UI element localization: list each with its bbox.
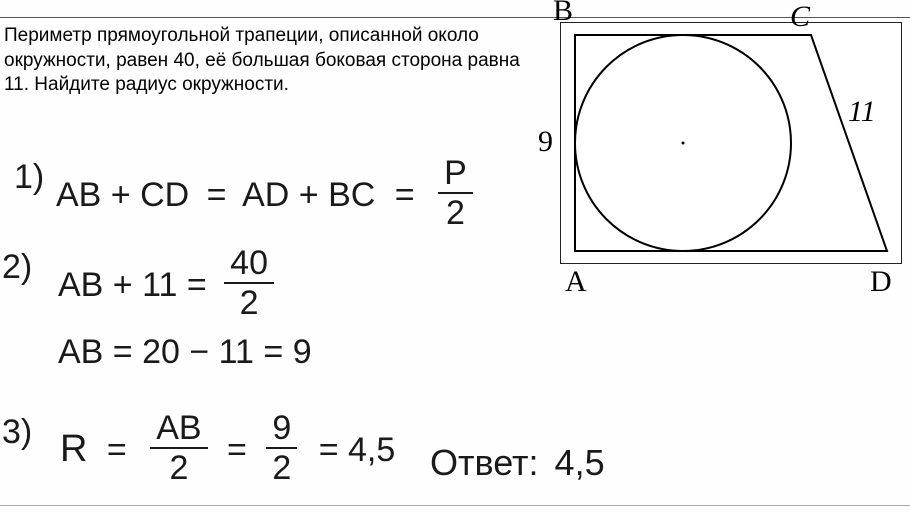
- step3-eq1: =: [107, 431, 127, 469]
- step3-frac1: AB 2: [150, 411, 207, 485]
- step2-number: 2): [2, 250, 32, 284]
- step1-eq1: =: [207, 176, 227, 214]
- step1-rhs: AD + BC: [242, 176, 375, 214]
- step2-lhs: AB + 11 =: [58, 266, 207, 304]
- label-D: D: [870, 265, 892, 299]
- step1-lhs: AB + CD: [56, 176, 189, 214]
- label-A: A: [565, 265, 587, 299]
- step2b: AB = 20 − 11 = 9: [58, 335, 312, 369]
- step3-frac2-num: 9: [266, 411, 297, 449]
- step1-frac: P 2: [438, 156, 473, 230]
- bottom-rule: [0, 505, 910, 506]
- step3-eq2: =: [227, 431, 247, 469]
- step2-frac-num: 40: [224, 246, 274, 284]
- step2-frac-den: 2: [224, 284, 274, 320]
- problem-text: Периметр прямоугольной трапеции, описанн…: [4, 24, 524, 98]
- geometry-figure: [560, 22, 902, 264]
- step3-frac2: 9 2: [266, 411, 297, 485]
- figure-svg: [561, 23, 901, 263]
- step1-frac-den: 2: [438, 194, 473, 230]
- label-B: B: [553, 0, 573, 28]
- label-side-11: 11: [848, 95, 876, 129]
- step1-number: 1): [14, 160, 44, 194]
- top-rule: [0, 17, 910, 18]
- label-C: C: [790, 0, 810, 34]
- step3-frac1-den: 2: [150, 449, 207, 485]
- step3-result: = 4,5: [319, 431, 396, 469]
- answer-value: 4,5: [555, 442, 605, 483]
- answer-label: Ответ:: [430, 442, 539, 483]
- step3-number: 3): [2, 415, 32, 449]
- trapezoid: [575, 35, 887, 251]
- step1-frac-num: P: [438, 156, 473, 194]
- step1-eq2: =: [395, 176, 415, 214]
- step3-frac1-num: AB: [150, 411, 207, 449]
- circle-center-dot: [682, 142, 685, 145]
- step3-frac2-den: 2: [266, 449, 297, 485]
- label-side-9: 9: [538, 125, 553, 159]
- step2-frac: 40 2: [224, 246, 274, 320]
- step3-R: R: [60, 428, 87, 470]
